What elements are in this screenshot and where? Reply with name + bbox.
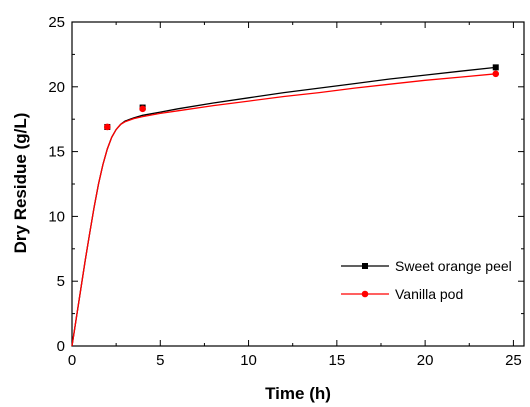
axis-tick-labels: 0 5 10 15 20 25 0 5 10 15 20 25 xyxy=(48,14,521,369)
data-markers xyxy=(104,64,500,131)
legend-label-sweet-orange-peel: Sweet orange peel xyxy=(395,258,512,274)
x-tick-label: 5 xyxy=(156,352,164,369)
y-tick-label: 10 xyxy=(48,208,65,225)
y-tick-label: 5 xyxy=(57,273,65,290)
x-tick-label: 15 xyxy=(329,352,346,369)
legend: Sweet orange peel Vanilla pod xyxy=(341,258,512,302)
fit-curve-vanilla-pod xyxy=(71,73,496,347)
data-point-vanilla-pod xyxy=(104,123,111,131)
y-axis-title: Dry Residue (g/L) xyxy=(11,113,30,254)
data-point-vanilla-pod xyxy=(139,105,146,113)
y-tick-label: 20 xyxy=(48,79,65,96)
legend-marker-vanilla-pod xyxy=(361,290,369,298)
y-tick-label: 0 xyxy=(57,338,65,355)
x-tick-label: 20 xyxy=(417,352,434,369)
axis-ticks xyxy=(71,21,524,347)
x-tick-label: 25 xyxy=(505,352,522,369)
y-tick-label: 15 xyxy=(48,144,65,161)
fit-curves xyxy=(71,66,496,347)
x-tick-label: 10 xyxy=(240,352,257,369)
y-tick-label: 25 xyxy=(48,14,65,31)
legend-label-vanilla-pod: Vanilla pod xyxy=(395,286,463,302)
x-axis-title: Time (h) xyxy=(265,384,331,403)
data-point-sweet-orange-peel xyxy=(492,64,499,71)
legend-marker-sweet-orange-peel xyxy=(362,263,368,269)
fit-curve-sweet-orange-peel xyxy=(71,66,496,347)
data-point-vanilla-pod xyxy=(492,70,500,78)
x-tick-label: 0 xyxy=(68,352,76,369)
